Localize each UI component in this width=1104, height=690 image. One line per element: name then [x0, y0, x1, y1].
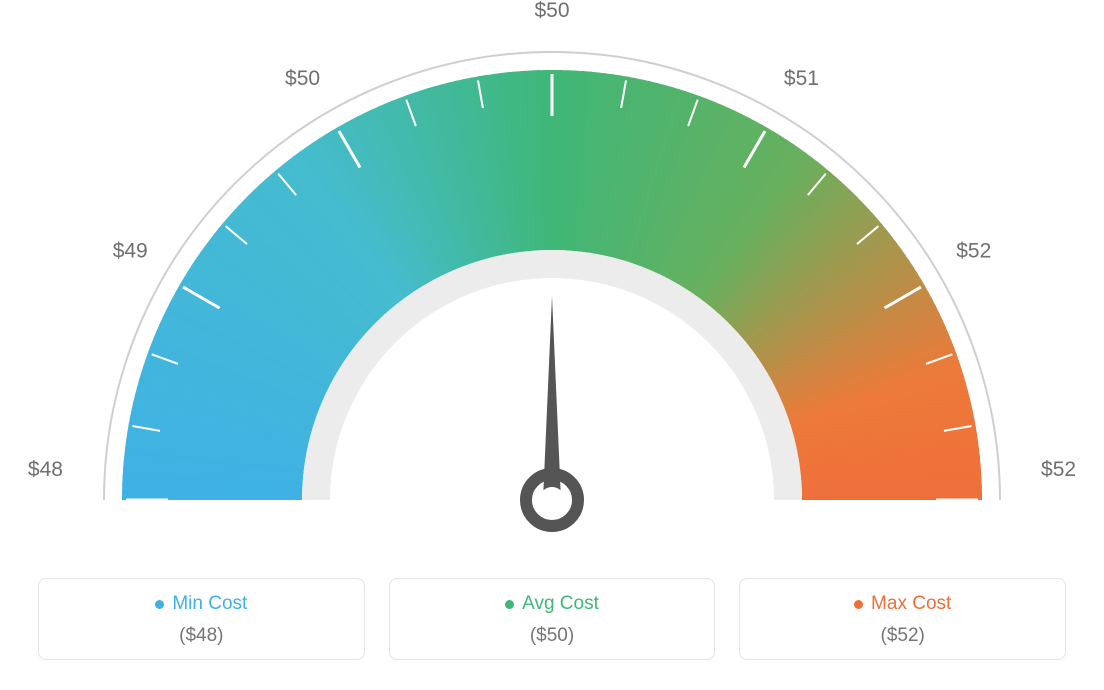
legend-value-max: ($52): [750, 625, 1055, 647]
legend-value-min: ($48): [49, 625, 354, 647]
legend-card-avg: Avg Cost ($50): [389, 578, 716, 660]
svg-text:$51: $51: [784, 67, 819, 90]
legend-value-avg: ($50): [400, 625, 705, 647]
svg-text:$52: $52: [956, 240, 991, 263]
legend-title-avg: Avg Cost: [522, 593, 599, 615]
svg-text:$49: $49: [113, 240, 148, 263]
legend-dot-max: [854, 600, 863, 609]
svg-text:$50: $50: [534, 0, 569, 22]
svg-text:$52: $52: [1041, 458, 1076, 481]
cost-gauge: $48 $49 $50 $50 $51 $52 $52: [0, 0, 1104, 560]
legend-row: Min Cost ($48) Avg Cost ($50) Max Cost (…: [38, 578, 1066, 660]
svg-text:$50: $50: [285, 67, 320, 90]
legend-title-min: Min Cost: [172, 593, 247, 615]
legend-dot-avg: [505, 600, 514, 609]
legend-card-min: Min Cost ($48): [38, 578, 365, 660]
legend-title-max: Max Cost: [871, 593, 951, 615]
legend-dot-min: [155, 600, 164, 609]
svg-text:$48: $48: [28, 458, 63, 481]
legend-card-max: Max Cost ($52): [739, 578, 1066, 660]
